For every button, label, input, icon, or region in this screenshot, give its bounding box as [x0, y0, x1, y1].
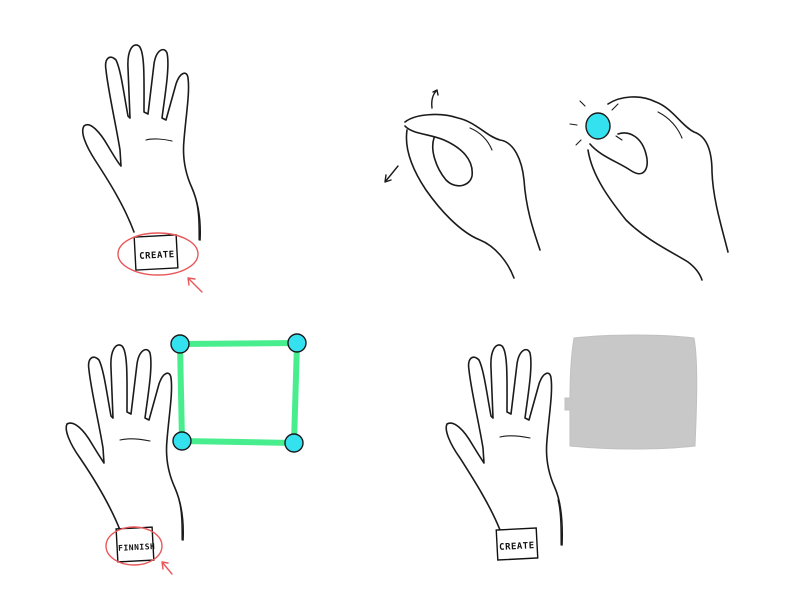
finish-button[interactable] — [115, 526, 155, 563]
panel-finish: FINNISH — [65, 333, 307, 575]
open-hand — [81, 44, 201, 241]
highlight-circle — [105, 526, 163, 566]
created-surface — [564, 334, 698, 450]
open-hand — [445, 344, 564, 546]
panel-pinch — [384, 89, 729, 281]
corner-point — [287, 333, 307, 353]
pinching-hand-right — [587, 96, 729, 281]
pinch-point — [585, 112, 611, 140]
rotate-arrow-icon — [431, 89, 439, 109]
panel-create: CREATE — [81, 44, 203, 293]
drag-arrow-icon — [384, 165, 399, 183]
create-button-label: CREATE — [499, 541, 535, 553]
panel-result: CREATE — [445, 334, 698, 561]
open-hand — [65, 344, 184, 541]
finish-button-label: FINNISH — [118, 542, 156, 553]
pinching-hand-left — [404, 113, 541, 279]
corner-point — [172, 431, 192, 451]
pointer-arrow-icon — [161, 561, 173, 575]
create-button[interactable] — [495, 527, 539, 561]
corner-point — [170, 334, 190, 354]
create-button-label: CREATE — [139, 250, 175, 262]
sparkle-icon — [569, 100, 623, 146]
corner-point — [284, 433, 304, 453]
highlight-circle — [117, 232, 199, 276]
pointer-arrow-icon — [187, 277, 203, 293]
create-button[interactable] — [133, 234, 179, 271]
drawn-outline-square — [170, 333, 307, 453]
